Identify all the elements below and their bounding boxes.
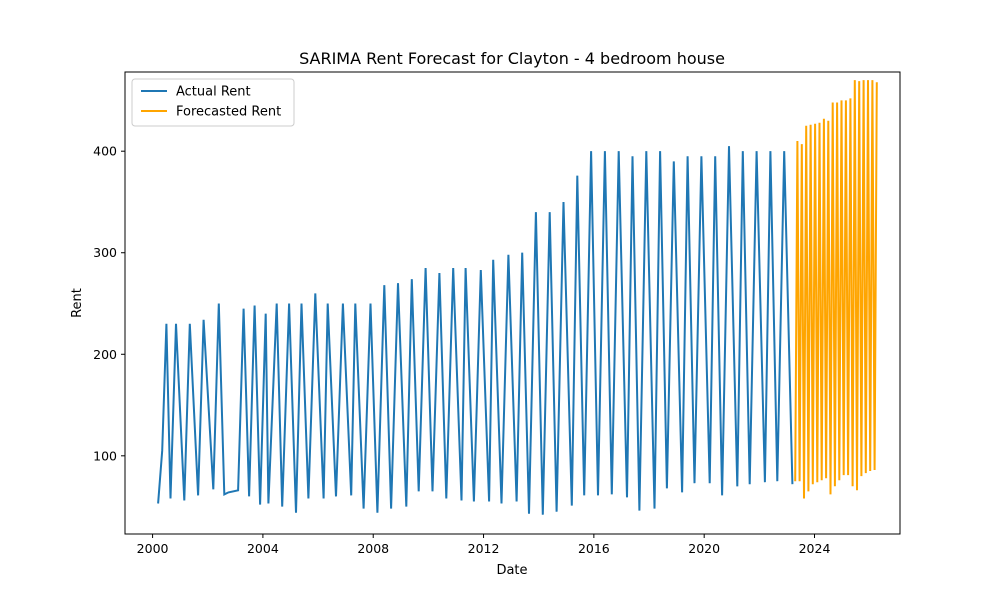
- y-tick-label: 300: [93, 245, 117, 260]
- legend-label-forecasted-rent: Forecasted Rent: [176, 105, 281, 120]
- x-axis-ticks: 2000 2004 2008 2012 2016 2020 2024: [137, 534, 831, 556]
- y-axis-ticks: 100 200 300 400: [93, 144, 125, 463]
- y-tick-label: 200: [93, 347, 117, 362]
- legend-box: [131, 78, 295, 127]
- x-tick-label: 2016: [578, 541, 610, 556]
- y-tick-label: 400: [93, 144, 117, 159]
- chart-title: SARIMA Rent Forecast for Clayton - 4 bed…: [299, 49, 725, 68]
- x-tick-label: 2024: [799, 541, 831, 556]
- series-layer: [157, 80, 878, 515]
- y-tick-label: 100: [93, 448, 117, 463]
- x-tick-label: 2008: [357, 541, 389, 556]
- legend: Actual Rent Forecasted Rent: [131, 78, 295, 127]
- series-line-actual-rent: [157, 146, 794, 515]
- y-axis-label: Rent: [70, 288, 85, 318]
- axes-frame: [124, 71, 901, 535]
- x-tick-label: 2000: [137, 541, 169, 556]
- x-tick-label: 2012: [468, 541, 500, 556]
- series-line-forecasted-rent: [794, 80, 878, 499]
- legend-label-actual-rent: Actual Rent: [176, 85, 251, 100]
- x-tick-label: 2020: [688, 541, 720, 556]
- plot-area: [124, 71, 901, 535]
- x-axis-label: Date: [496, 563, 527, 578]
- x-tick-label: 2004: [247, 541, 279, 556]
